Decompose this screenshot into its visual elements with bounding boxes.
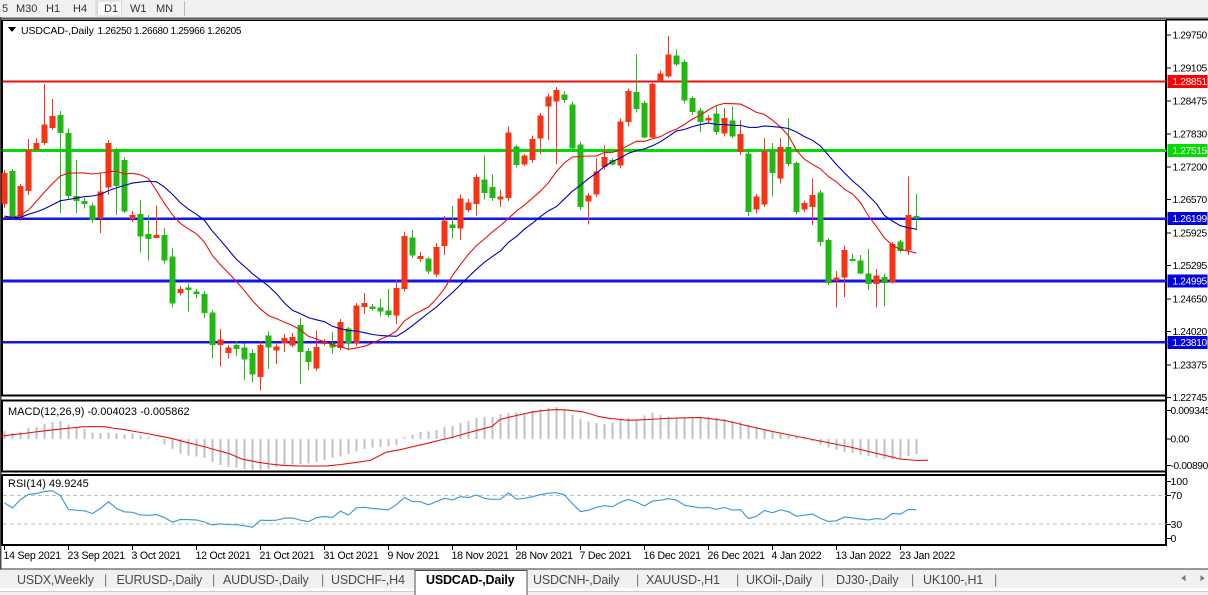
- svg-text:|: |: [321, 573, 324, 587]
- svg-text:|: |: [821, 573, 824, 587]
- svg-text:UK100-,H1: UK100-,H1: [923, 573, 983, 587]
- svg-text:30: 30: [1171, 519, 1183, 531]
- svg-text:D1: D1: [104, 3, 118, 15]
- svg-text:|: |: [994, 573, 997, 587]
- svg-text:1.24020: 1.24020: [1173, 327, 1208, 338]
- svg-text:23 Jan 2022: 23 Jan 2022: [900, 550, 956, 562]
- svg-text:USDCAD-,Daily: USDCAD-,Daily: [21, 25, 95, 37]
- svg-text:31 Oct 2021: 31 Oct 2021: [324, 550, 379, 562]
- svg-text:16 Dec 2021: 16 Dec 2021: [644, 550, 702, 562]
- svg-text:1.26570: 1.26570: [1173, 195, 1208, 206]
- svg-text:1.26199: 1.26199: [1173, 214, 1208, 225]
- svg-text:H4: H4: [73, 3, 87, 15]
- svg-text:MN: MN: [156, 3, 173, 15]
- svg-text:1.24650: 1.24650: [1173, 294, 1208, 305]
- svg-text:1.23375: 1.23375: [1173, 361, 1208, 372]
- svg-text:1.29105: 1.29105: [1173, 64, 1208, 75]
- svg-text:AUDUSD-,Daily: AUDUSD-,Daily: [223, 573, 310, 587]
- svg-text:18 Nov 2021: 18 Nov 2021: [452, 550, 510, 562]
- svg-text:MACD(12,26,9) -0.004023 -0.005: MACD(12,26,9) -0.004023 -0.005862: [8, 406, 190, 418]
- svg-text:|: |: [736, 573, 739, 587]
- svg-text:H1: H1: [46, 3, 60, 15]
- svg-text:XAUUSD-,H1: XAUUSD-,H1: [646, 573, 720, 587]
- svg-text:1.23810: 1.23810: [1173, 338, 1208, 349]
- svg-text:13 Jan 2022: 13 Jan 2022: [836, 550, 892, 562]
- svg-text:|: |: [212, 573, 215, 587]
- svg-text:14 Sep 2021: 14 Sep 2021: [4, 550, 62, 562]
- svg-text:DJ30-,Daily: DJ30-,Daily: [836, 573, 899, 587]
- svg-text:9 Nov 2021: 9 Nov 2021: [388, 550, 440, 562]
- svg-text:1.26250 1.26680 1.25966 1.2620: 1.26250 1.26680 1.25966 1.26205: [98, 26, 242, 37]
- svg-text:5: 5: [2, 3, 8, 15]
- svg-text:|: |: [911, 573, 914, 587]
- svg-text:21 Oct 2021: 21 Oct 2021: [260, 550, 315, 562]
- svg-text:1.28851: 1.28851: [1173, 77, 1208, 88]
- svg-text:26 Dec 2021: 26 Dec 2021: [708, 550, 766, 562]
- svg-text:USDX,Weekly: USDX,Weekly: [17, 573, 95, 587]
- svg-text:1.25925: 1.25925: [1173, 228, 1208, 239]
- svg-text:23 Sep 2021: 23 Sep 2021: [68, 550, 126, 562]
- svg-text:12 Oct 2021: 12 Oct 2021: [196, 550, 251, 562]
- svg-text:70: 70: [1171, 490, 1183, 502]
- svg-text:3 Oct 2021: 3 Oct 2021: [132, 550, 182, 562]
- svg-text:1.22745: 1.22745: [1173, 393, 1208, 404]
- svg-text:1.27200: 1.27200: [1173, 162, 1208, 173]
- svg-text:28 Nov 2021: 28 Nov 2021: [516, 550, 574, 562]
- svg-text:0.00: 0.00: [1171, 435, 1190, 446]
- svg-text:|: |: [636, 573, 639, 587]
- svg-text:EURUSD-,Daily: EURUSD-,Daily: [117, 573, 204, 587]
- svg-text:-0.008902: -0.008902: [1171, 461, 1208, 472]
- svg-text:USDCHF-,H4: USDCHF-,H4: [331, 573, 405, 587]
- svg-text:0.009345: 0.009345: [1171, 406, 1208, 417]
- svg-text:W1: W1: [130, 3, 147, 15]
- svg-text:100: 100: [1171, 476, 1189, 488]
- svg-text:1.27830: 1.27830: [1173, 130, 1208, 141]
- svg-text:M30: M30: [16, 3, 37, 15]
- svg-text:USDCNH-,Daily: USDCNH-,Daily: [533, 573, 620, 587]
- svg-text:0: 0: [1171, 533, 1177, 545]
- svg-text:4 Jan 2022: 4 Jan 2022: [772, 550, 822, 562]
- svg-text:RSI(14) 49.9245: RSI(14) 49.9245: [8, 478, 89, 490]
- svg-text:|: |: [104, 573, 107, 587]
- svg-text:1.25295: 1.25295: [1173, 261, 1208, 272]
- svg-text:1.28475: 1.28475: [1173, 96, 1208, 107]
- svg-text:1.24995: 1.24995: [1173, 277, 1208, 288]
- svg-text:UKOil-,Daily: UKOil-,Daily: [746, 573, 813, 587]
- svg-text:1.27515: 1.27515: [1173, 146, 1208, 157]
- svg-text:7 Dec 2021: 7 Dec 2021: [580, 550, 632, 562]
- svg-text:USDCAD-,Daily: USDCAD-,Daily: [426, 573, 515, 587]
- svg-text:1.29750: 1.29750: [1173, 31, 1208, 42]
